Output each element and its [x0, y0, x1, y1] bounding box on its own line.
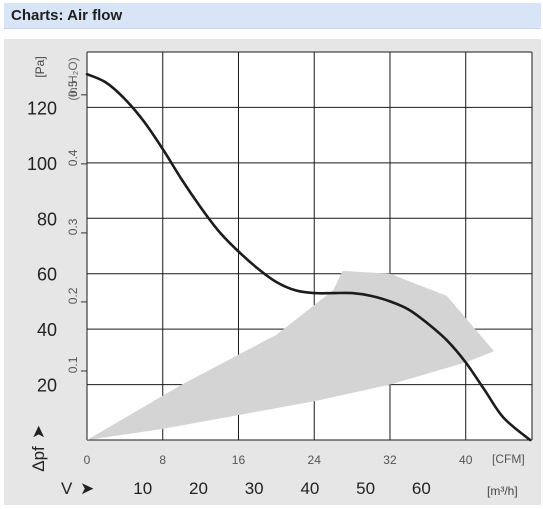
y-axis-arrow-icon: ➤	[29, 425, 48, 439]
x-tick-label-m3h: 40	[300, 479, 319, 498]
x-tick-label-m3h: 30	[245, 479, 264, 498]
x-tick-label-cfm: 16	[232, 453, 246, 467]
y-tick-label-inh2o: 0.5	[66, 80, 80, 97]
y-unit-pa: [Pa]	[33, 56, 47, 77]
y-tick-label-inh2o: 0.3	[66, 218, 80, 235]
operating-region	[87, 270, 495, 440]
x-tick-label-m3h: 10	[133, 479, 152, 498]
x-unit-m3h: [m³/h]	[487, 484, 518, 498]
y-tick-label-inh2o: 0.1	[66, 356, 80, 373]
y-tick-label-pa: 60	[37, 265, 57, 285]
y-tick-label-pa: 40	[37, 320, 57, 340]
y-tick-label-pa: 80	[37, 209, 57, 229]
x-axis-label: V	[61, 479, 73, 498]
x-tick-label-cfm: 0	[84, 453, 91, 467]
y-unit-inh2o: (in H₂O)	[66, 57, 80, 100]
x-tick-label-m3h: 50	[356, 479, 375, 498]
tick-labels: 0 8 16 24 32 40 10 20 30 40 50 60 20 40 60 80 100 120 0.1 0…	[27, 80, 473, 498]
y-tick-label-inh2o: 0.4	[66, 149, 80, 166]
y-tick-label-inh2o: 0.2	[66, 287, 80, 304]
x-tick-label-cfm: 32	[383, 453, 397, 467]
x-tick-label-cfm: 40	[459, 453, 473, 467]
x-tick-label-m3h: 60	[412, 479, 431, 498]
y-tick-label-pa: 120	[27, 98, 57, 118]
section-title: Charts: Air flow	[11, 7, 123, 24]
x-tick-label-m3h: 20	[189, 479, 208, 498]
series-line	[85, 72, 532, 442]
x-tick-label-cfm: 8	[159, 453, 166, 467]
y-tick-label-pa: 100	[27, 154, 57, 174]
x-unit-cfm: [CFM]	[492, 452, 525, 466]
section-header: Charts: Air flow	[4, 3, 541, 29]
x-tick-label-cfm: 24	[308, 453, 322, 467]
y-tick-label-pa: 20	[37, 376, 57, 396]
x-axis-arrow-icon: ➤	[80, 479, 94, 498]
y-axis-label: Δpf	[29, 446, 48, 472]
